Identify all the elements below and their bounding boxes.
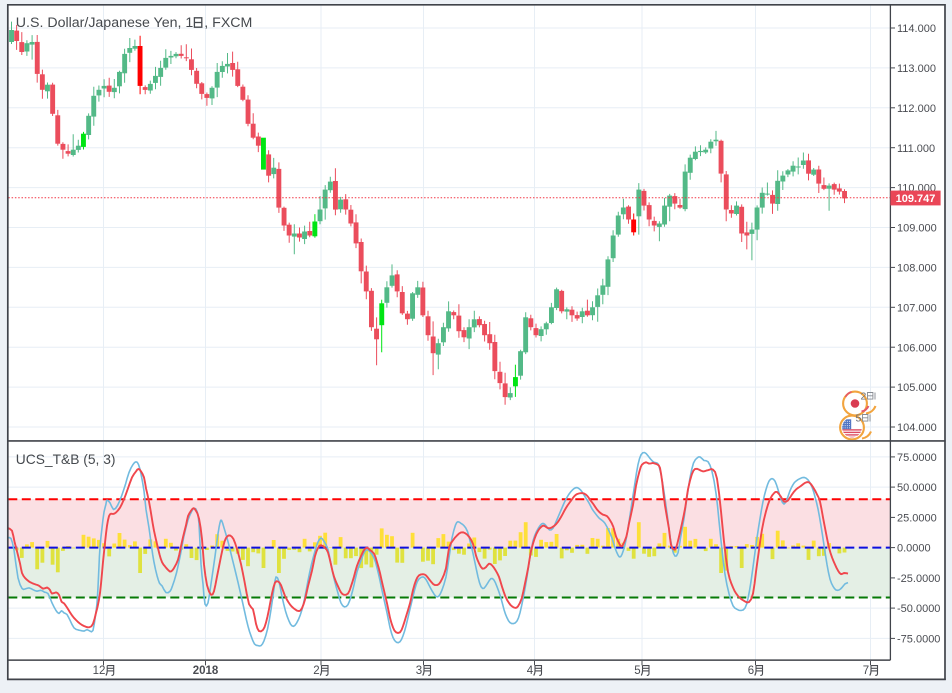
svg-text:U.S. Dollar/Japanese Yen, 1: U.S. Dollar/Japanese Yen, 1 bbox=[16, 15, 194, 31]
svg-text:UCS_T&B (5, 3): UCS_T&B (5, 3) bbox=[16, 452, 116, 467]
svg-text:107.000: 107.000 bbox=[897, 302, 937, 314]
svg-text:109.747: 109.747 bbox=[896, 193, 936, 205]
svg-text:2: 2 bbox=[313, 665, 319, 677]
svg-text:-50.0000: -50.0000 bbox=[897, 603, 940, 615]
svg-text:2: 2 bbox=[861, 391, 867, 403]
svg-text:50.0000: 50.0000 bbox=[897, 482, 937, 494]
svg-text:2018: 2018 bbox=[193, 665, 219, 677]
svg-text:0.0000: 0.0000 bbox=[897, 543, 931, 555]
svg-text:111.000: 111.000 bbox=[897, 143, 935, 155]
svg-text:106.000: 106.000 bbox=[897, 342, 937, 354]
svg-text:5: 5 bbox=[634, 665, 640, 677]
svg-text:114.000: 114.000 bbox=[897, 23, 936, 35]
svg-text:12: 12 bbox=[93, 665, 106, 677]
svg-text:109.000: 109.000 bbox=[897, 223, 937, 235]
svg-text:4: 4 bbox=[527, 665, 534, 677]
svg-text:7: 7 bbox=[863, 665, 869, 677]
svg-text:75.0000: 75.0000 bbox=[897, 452, 937, 464]
svg-text:5: 5 bbox=[856, 413, 862, 425]
svg-text:105.000: 105.000 bbox=[897, 382, 937, 394]
svg-text:-25.0000: -25.0000 bbox=[897, 573, 940, 585]
svg-text:113.000: 113.000 bbox=[897, 63, 936, 75]
svg-text:104.000: 104.000 bbox=[897, 422, 937, 434]
svg-text:, FXCM: , FXCM bbox=[204, 15, 252, 31]
svg-text:-75.0000: -75.0000 bbox=[897, 634, 940, 646]
svg-text:112.000: 112.000 bbox=[897, 103, 936, 115]
svg-text:25.0000: 25.0000 bbox=[897, 513, 937, 525]
svg-text:108.000: 108.000 bbox=[897, 263, 937, 275]
svg-text:3: 3 bbox=[416, 665, 422, 677]
svg-text:6: 6 bbox=[748, 665, 754, 677]
